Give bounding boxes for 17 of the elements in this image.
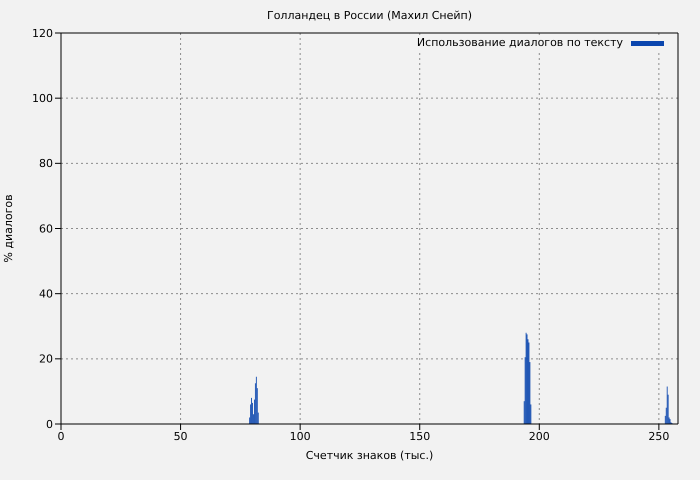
y-tick-label: 100	[32, 92, 53, 106]
legend-label: Использование диалогов по тексту	[416, 36, 623, 50]
y-tick-label: 20	[39, 352, 53, 366]
x-tick-label: 0	[58, 430, 64, 443]
y-tick-label: 40	[39, 288, 53, 301]
chart-title: Голландец в России (Махил Снейп)	[266, 9, 473, 22]
y-tick-label: 0	[46, 418, 53, 431]
y-tick-label: 60	[39, 222, 53, 236]
x-tick-label: 200	[528, 430, 550, 443]
x-tick-label: 100	[290, 430, 311, 443]
y-tick-label: 120	[32, 26, 53, 40]
x-tick-label: 50	[174, 430, 188, 443]
x-tick-label: 250	[648, 430, 670, 443]
x-axis-title: Счетчик знаков (тыс.)	[306, 449, 434, 462]
x-tick-label: 150	[409, 430, 430, 443]
y-tick-label: 80	[39, 157, 53, 170]
y-axis-title: % диалогов	[2, 194, 15, 263]
